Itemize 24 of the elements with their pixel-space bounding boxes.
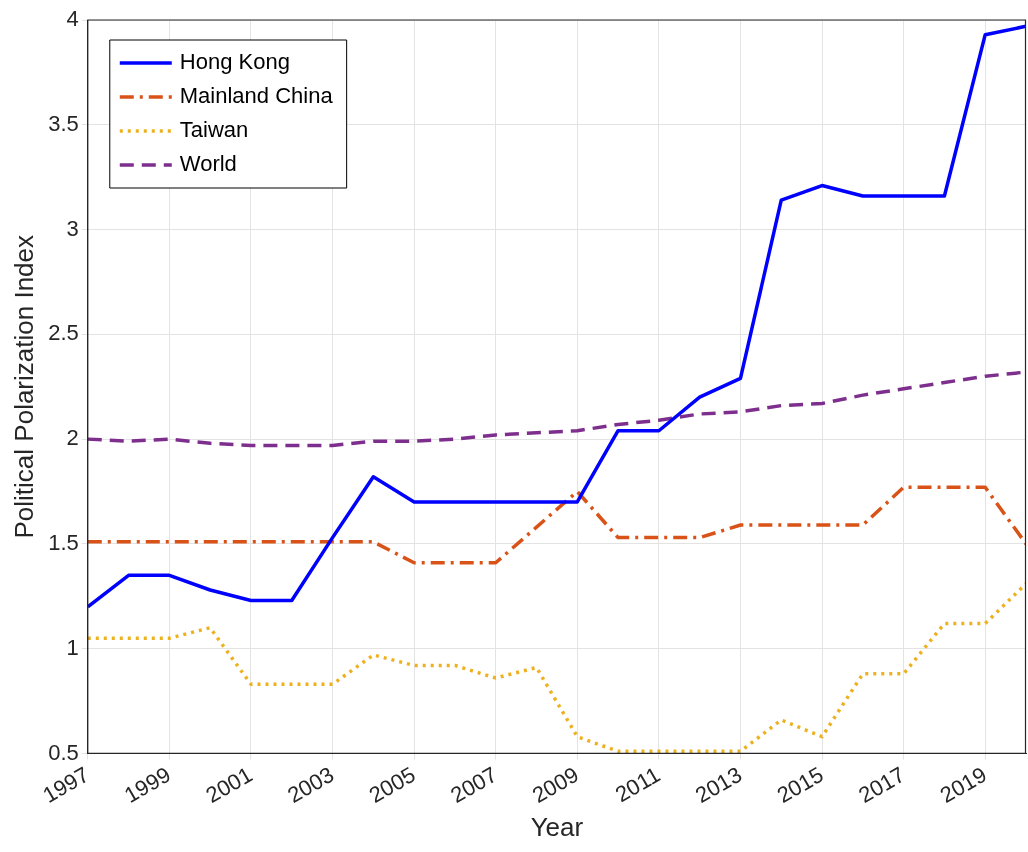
x-tick-label: 2009 [527,761,583,808]
y-tick-label: 1 [66,634,79,660]
y-tick-label: 3.5 [48,110,79,136]
x-tick-label: 1999 [120,761,175,808]
x-tick-label: 2011 [610,761,665,808]
x-tick-label: 2019 [935,761,991,808]
x-tick-label: 2001 [201,761,257,808]
y-axis-title: Political Polarization Index [8,234,39,539]
x-axis-title: Year [530,811,584,842]
y-tick-label: 4 [66,6,79,32]
y-tick-label: 2.5 [48,320,79,346]
legend-label: World [179,151,237,177]
x-tick-label: 2005 [364,761,420,808]
x-tick-label: 2015 [772,761,828,808]
legend-label: Mainland China [179,83,334,109]
x-tick-label: 2007 [446,761,502,808]
x-tick-label: 2003 [283,761,339,808]
y-tick-label: 1.5 [48,529,79,555]
legend-label: Hong Kong [179,49,290,75]
x-tick-label: 2017 [854,761,910,808]
y-tick-label: 3 [66,215,79,241]
legend-label: Taiwan [179,117,249,143]
y-tick-label: 2 [66,425,79,451]
x-tick-label: 2013 [691,761,746,808]
